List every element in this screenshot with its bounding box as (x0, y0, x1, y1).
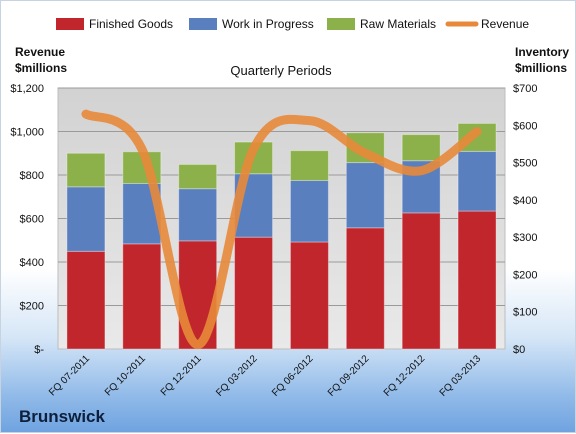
legend-label: Work in Progress (222, 17, 314, 31)
legend-swatch-finished-goods (56, 18, 84, 30)
left-tick-label: $1,200 (10, 83, 44, 95)
revenue-line-layer (81, 109, 482, 350)
category-label: FQ 10-2011 (103, 353, 148, 398)
left-tick-label: $400 (20, 257, 44, 269)
company-name: Brunswick (19, 407, 105, 426)
category-label: FQ 12-2012 (382, 353, 428, 399)
left-tick-label: $600 (20, 214, 44, 226)
legend-label: Finished Goods (89, 17, 173, 31)
bar-segment-finished-goods (234, 236, 274, 350)
left-tick-label: $1,000 (10, 127, 44, 139)
category-label: FQ 09-2012 (326, 353, 372, 399)
chart-title: Quarterly Periods (230, 63, 332, 78)
left-axis-label-line2: $millions (15, 61, 67, 75)
bar-segment-finished-goods (66, 250, 106, 350)
bar-segment-finished-goods (345, 227, 385, 350)
bar-segment-finished-goods (122, 243, 162, 350)
bar-segment-raw-materials (178, 163, 218, 190)
right-tick-label: $0 (513, 344, 525, 356)
bar-segment-work-in-progress (66, 186, 106, 252)
bar-segment-work-in-progress (178, 188, 218, 242)
right-tick-label: $300 (513, 232, 537, 244)
category-label: FQ 12-2011 (159, 353, 204, 398)
category-label: FQ 03-2012 (214, 353, 260, 399)
category-label: FQ 03-2013 (438, 353, 484, 399)
legend-label: Raw Materials (360, 17, 436, 31)
right-axis-label-line1: Inventory (515, 45, 569, 59)
left-tick-label: $200 (20, 301, 44, 313)
category-label: FQ 06-2012 (270, 353, 316, 399)
revenue-line (81, 109, 482, 350)
right-tick-label: $600 (513, 120, 537, 132)
bar-segment-work-in-progress (457, 150, 497, 212)
bar-segment-work-in-progress (289, 179, 329, 243)
legend-swatch-raw-materials (327, 18, 355, 30)
bar-segment-raw-materials (66, 152, 106, 188)
right-tick-label: $100 (513, 307, 537, 319)
legend: Finished Goods Work in Progress Raw Materi… (56, 17, 529, 31)
right-tick-label: $500 (513, 158, 537, 170)
legend-swatch-work-in-progress (189, 18, 217, 30)
left-tick-label: $- (34, 344, 44, 356)
bar-segment-raw-materials (289, 150, 329, 181)
right-tick-label: $400 (513, 195, 537, 207)
right-tick-label: $200 (513, 269, 537, 281)
left-axis-label-line1: Revenue (15, 45, 65, 59)
right-axis-label-line2: $millions (515, 61, 567, 75)
bar-segment-work-in-progress (345, 162, 385, 229)
bar-segment-finished-goods (401, 212, 441, 350)
left-tick-label: $800 (20, 170, 44, 182)
bar-segment-finished-goods (289, 241, 329, 350)
legend-label: Revenue (481, 17, 529, 31)
bar-segment-finished-goods (457, 210, 497, 350)
right-tick-label: $700 (513, 83, 537, 95)
category-label: FQ 07-2011 (47, 353, 92, 398)
bar-segment-raw-materials (401, 134, 441, 162)
